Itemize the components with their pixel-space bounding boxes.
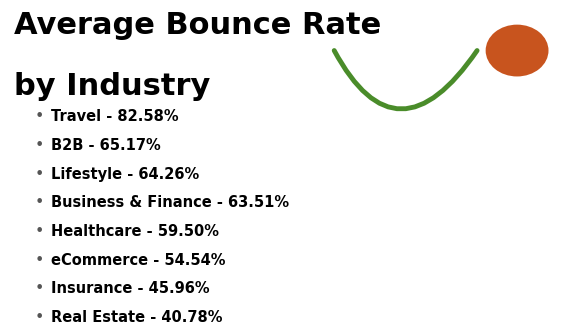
Ellipse shape <box>486 25 549 76</box>
Text: •: • <box>34 310 44 325</box>
Text: B2B - 65.17%: B2B - 65.17% <box>51 138 161 153</box>
Text: •: • <box>34 253 44 268</box>
Text: Real Estate - 40.78%: Real Estate - 40.78% <box>51 310 223 325</box>
Text: •: • <box>34 110 44 124</box>
Text: Average Bounce Rate: Average Bounce Rate <box>14 11 381 40</box>
Text: by Industry: by Industry <box>14 72 211 101</box>
Text: Lifestyle - 64.26%: Lifestyle - 64.26% <box>51 167 200 182</box>
Text: eCommerce - 54.54%: eCommerce - 54.54% <box>51 253 226 268</box>
Text: •: • <box>34 167 44 182</box>
Text: Travel - 82.58%: Travel - 82.58% <box>51 110 179 124</box>
Text: •: • <box>34 224 44 239</box>
Text: Insurance - 45.96%: Insurance - 45.96% <box>51 281 210 296</box>
Text: •: • <box>34 195 44 210</box>
Text: •: • <box>34 281 44 296</box>
Text: Business & Finance - 63.51%: Business & Finance - 63.51% <box>51 195 290 210</box>
Text: •: • <box>34 138 44 153</box>
Text: Healthcare - 59.50%: Healthcare - 59.50% <box>51 224 219 239</box>
